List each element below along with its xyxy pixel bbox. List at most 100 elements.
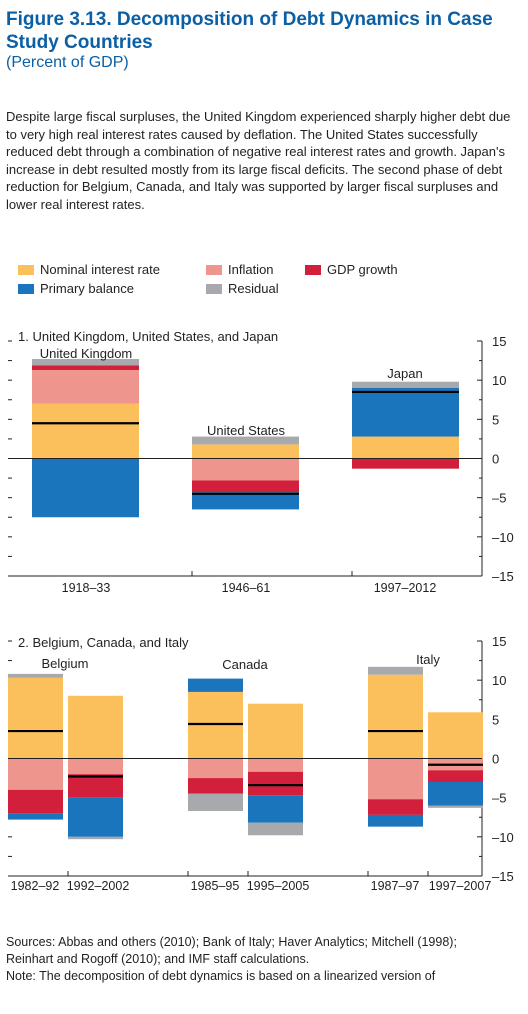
legend-item-primary: Primary balance: [18, 281, 134, 296]
x-tick-label: 1992–2002: [67, 879, 130, 893]
x-tick-label: 1987–97: [371, 879, 420, 893]
bar-segment-nominal: [248, 703, 303, 759]
panel-title: 1. United Kingdom, United States, and Ja…: [18, 329, 278, 344]
bar-segment-residual: [32, 359, 139, 366]
bar-segment-nominal: [368, 674, 423, 759]
legend-swatch-inflation: [206, 264, 222, 275]
x-tick-label: 1985–95: [191, 879, 240, 893]
bar-segment-residual: [248, 822, 303, 836]
bar-segment-inflation: [68, 758, 123, 775]
sources-line-1: Sources: Abbas and others (2010); Bank o…: [6, 935, 457, 949]
y-tick-label: –10: [492, 530, 514, 545]
bar-segment-inflation: [192, 458, 299, 481]
bar-segment-inflation: [248, 758, 303, 772]
y-tick-label: –5: [492, 791, 506, 806]
x-tick-label: 1997–2012: [374, 581, 437, 595]
legend-label-growth: GDP growth: [327, 262, 398, 277]
bar-segment-growth: [8, 789, 63, 814]
bar-segment-nominal: [188, 691, 243, 759]
y-tick-label: –10: [492, 830, 514, 845]
x-tick-label: 1997–2007: [429, 879, 492, 893]
legend-label-nominal: Nominal interest rate: [40, 262, 160, 277]
bar-segment-inflation: [368, 758, 423, 800]
y-tick-label: 5: [492, 412, 499, 427]
bar-segment-primary: [352, 388, 459, 437]
chart-panel-1: 1. United Kingdom, United States, and Ja…: [8, 329, 514, 595]
y-tick-label: 5: [492, 712, 499, 727]
bar-segment-nominal: [32, 403, 139, 459]
bar-segment-primary: [368, 814, 423, 827]
group-label: Japan: [387, 366, 422, 381]
legend-item-growth: GDP growth: [305, 262, 398, 277]
bar-segment-growth: [32, 365, 139, 370]
y-tick-label: –15: [492, 869, 514, 884]
y-tick-label: –5: [492, 491, 506, 506]
bar-segment-primary: [8, 813, 63, 820]
bar-segment-inflation: [188, 758, 243, 779]
bar-segment-nominal: [352, 436, 459, 459]
bar-segment-residual: [8, 673, 63, 678]
group-label: United Kingdom: [40, 346, 133, 361]
panel-title: 2. Belgium, Canada, and Italy: [18, 635, 189, 650]
y-tick-label: 15: [492, 334, 506, 349]
sources-line-2: Reinhart and Rogoff (2010); and IMF staf…: [6, 952, 310, 966]
bar-segment-residual: [352, 381, 459, 388]
bar-segment-growth: [428, 770, 483, 782]
legend-swatch-residual: [206, 283, 222, 294]
legend-swatch-nominal: [18, 264, 34, 275]
bar-segment-primary: [192, 492, 299, 510]
bar-segment-growth: [368, 799, 423, 815]
bar-segment-growth: [192, 480, 299, 493]
bar-segment-nominal: [192, 444, 299, 459]
legend-item-inflation: Inflation: [206, 262, 274, 277]
bar-segment-residual: [192, 436, 299, 445]
group-label: United States: [207, 423, 286, 438]
sources-note: Sources: Abbas and others (2010); Bank o…: [6, 934, 521, 985]
bar-segment-residual: [428, 805, 483, 808]
y-tick-label: 0: [492, 752, 499, 767]
bar-segment-primary: [32, 458, 139, 518]
y-tick-label: 15: [492, 634, 506, 649]
legend-swatch-primary: [18, 283, 34, 294]
y-tick-label: 10: [492, 373, 506, 388]
bar-segment-nominal: [68, 695, 123, 759]
figure-intro: Despite large fiscal surpluses, the Unit…: [6, 109, 511, 212]
bar-segment-growth: [248, 771, 303, 796]
bar-segment-inflation: [32, 369, 139, 404]
group-label: Belgium: [42, 656, 89, 671]
bar-segment-growth: [68, 774, 123, 798]
bar-segment-primary: [248, 795, 303, 823]
bar-segment-nominal: [8, 677, 63, 759]
x-tick-label: 1995–2005: [247, 879, 310, 893]
legend: Nominal interest rate Inflation GDP grow…: [18, 258, 518, 302]
figure-subtitle: (Percent of GDP): [6, 54, 129, 71]
x-tick-label: 1982–92: [11, 879, 60, 893]
legend-label-inflation: Inflation: [228, 262, 274, 277]
group-label: Italy: [416, 652, 440, 667]
legend-label-residual: Residual: [228, 281, 279, 296]
y-tick-label: 10: [492, 673, 506, 688]
bar-segment-primary: [428, 782, 483, 806]
bar-segment-growth: [188, 778, 243, 794]
bar-segment-residual: [368, 666, 423, 675]
bar-segment-growth: [352, 458, 459, 469]
legend-item-nominal: Nominal interest rate: [18, 262, 160, 277]
legend-label-primary: Primary balance: [40, 281, 134, 296]
bar-segment-inflation: [8, 758, 63, 790]
x-tick-label: 1946–61: [222, 581, 271, 595]
legend-swatch-growth: [305, 264, 321, 275]
note-line: Note: The decomposition of debt dynamics…: [6, 969, 436, 983]
y-tick-label: 0: [492, 452, 499, 467]
y-tick-label: –15: [492, 569, 514, 584]
bar-segment-residual: [68, 836, 123, 840]
bar-segment-residual: [188, 793, 243, 811]
bar-segment-primary: [188, 678, 243, 692]
legend-item-residual: Residual: [206, 281, 279, 296]
bar-segment-nominal: [428, 712, 483, 759]
bar-segment-primary: [68, 797, 123, 837]
x-tick-label: 1918–33: [62, 581, 111, 595]
figure-title: Figure 3.13. Decomposition of Debt Dynam…: [6, 9, 493, 53]
chart-panel-2: 2. Belgium, Canada, and Italy 15 10 5 0 –5 –10…: [8, 634, 514, 893]
group-label: Canada: [222, 657, 268, 672]
